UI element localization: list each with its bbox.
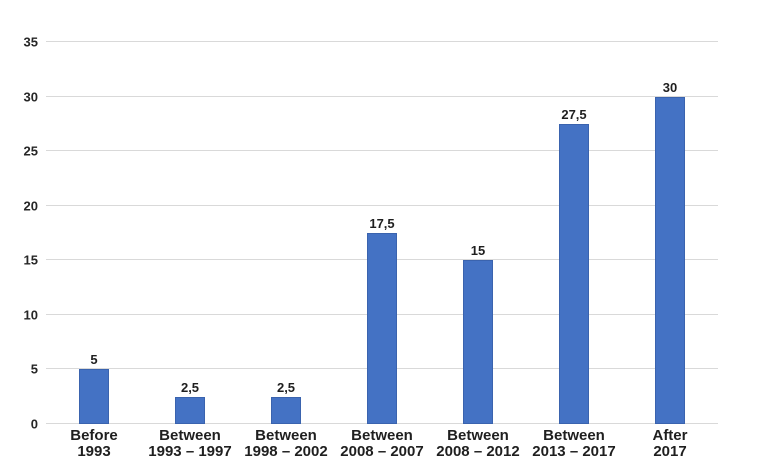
bar-slot: 2,5: [238, 42, 334, 424]
x-category-label: Between 2008 – 2007: [334, 428, 430, 460]
bar-slot: 27,5: [526, 42, 622, 424]
x-category-label-line: 2013 – 2017: [532, 443, 616, 460]
y-tick-label: 35: [23, 34, 38, 50]
x-category-label: Between 1993 – 1997: [142, 428, 238, 460]
y-tick-label: 10: [23, 307, 38, 323]
x-category-label-line: Between: [543, 427, 605, 444]
y-tick-label: 30: [23, 89, 38, 105]
x-category-label-line: 1998 – 2002: [244, 443, 328, 460]
bar: 15: [463, 244, 493, 424]
y-tick-label: 0: [30, 416, 38, 432]
gridline: [46, 41, 718, 42]
x-category-label-line: 1993: [77, 443, 111, 460]
bar: 27,5: [559, 108, 589, 424]
x-category-label: Between 1998 – 2002: [238, 428, 334, 460]
x-category-label-line: 2008 – 2012: [436, 443, 520, 460]
x-category-label-line: Between: [447, 427, 509, 444]
bar-value-label: 15: [470, 243, 486, 259]
bar-slot: 5: [46, 42, 142, 424]
bar: 5: [79, 353, 109, 424]
bar: 30: [655, 81, 685, 424]
x-category-label: Between 2008 – 2012: [430, 428, 526, 460]
gridline: [46, 204, 718, 206]
bar-value-label: 17,5: [369, 216, 395, 231]
x-category-label-line: Between: [255, 427, 317, 444]
x-category-label-line: 2017: [653, 443, 687, 460]
y-tick-label: 25: [23, 143, 38, 159]
bar-value-label: 2,5: [180, 379, 200, 395]
bars-container: 5 2,5 2,5 17,5 15 27,5 30: [46, 42, 718, 424]
bar: 17,5: [367, 217, 397, 424]
x-category-label-line: After: [652, 427, 688, 444]
x-category-label-line: Before: [70, 427, 118, 444]
bar-value-label: 30: [662, 79, 678, 95]
x-category-label: After 2017: [622, 428, 718, 460]
x-category-label-line: 1993 – 1997: [148, 443, 232, 460]
x-category-label: Between 2013 – 2017: [526, 428, 622, 460]
bar-slot: 2,5: [142, 42, 238, 424]
bar: 2,5: [175, 381, 205, 424]
x-category-label-line: 2008 – 2007: [340, 443, 424, 460]
bar: 2,5: [271, 381, 301, 424]
bar-slot: 17,5: [334, 42, 430, 424]
bar-slot: 15: [430, 42, 526, 424]
gridline: [46, 95, 718, 97]
x-axis-labels: Before 1993 Between 1993 – 1997 Between 1998 …: [46, 428, 718, 460]
y-tick-label: 15: [23, 252, 38, 268]
bar-value-label: 5: [90, 352, 98, 368]
bar-value-label: 2,5: [276, 379, 296, 395]
x-category-label-line: Between: [351, 427, 413, 444]
y-tick-label: 20: [23, 198, 38, 214]
x-category-label-line: Between: [159, 427, 221, 444]
x-category-label: Before 1993: [46, 428, 142, 460]
plot-area: 0 5 10 15 20 25 30 35 5 2,5 2,5 17,5 15 27,5 30 Befor…: [24, 36, 718, 460]
bar-slot: 30: [622, 42, 718, 424]
gridline: [46, 150, 718, 152]
bar-value-label: 27,5: [561, 106, 587, 122]
y-tick-label: 5: [30, 361, 38, 377]
